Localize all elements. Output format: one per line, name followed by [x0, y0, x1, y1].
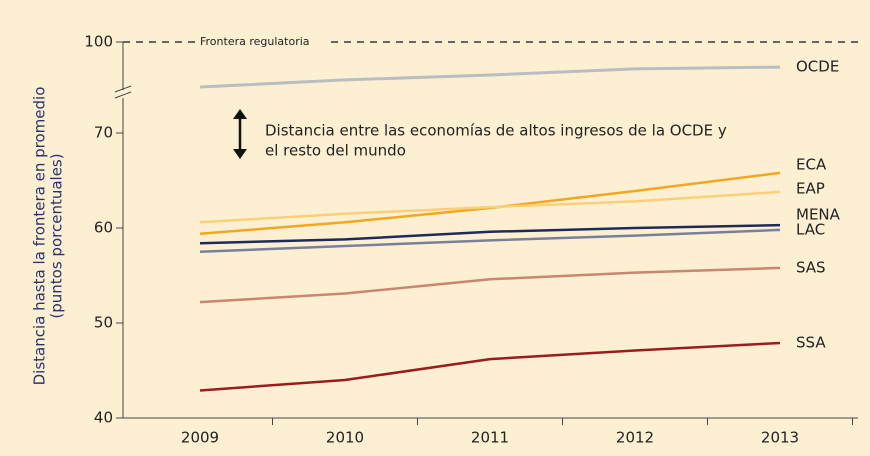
series-label: EAP	[796, 179, 825, 197]
frontier-label-bg	[196, 34, 328, 50]
series-label: OCDE	[796, 58, 839, 76]
series-line	[199, 341, 781, 392]
x-tick-label: 2009	[181, 429, 219, 447]
annotation: Distancia entre las economías de altos i…	[265, 122, 727, 140]
series-line	[199, 223, 781, 245]
x-tick-label: 2012	[616, 429, 654, 447]
y-tick-label: 50	[94, 314, 113, 332]
x-tick-label: 2011	[471, 429, 509, 447]
y-tick-label: 70	[94, 124, 113, 142]
series-label: LAC	[796, 220, 825, 238]
series-line	[199, 65, 781, 89]
annotation-arrowheads	[233, 109, 247, 159]
y-axis-label-line: Distancia hasta la frontera en promedio	[31, 87, 49, 386]
frontier-label: Frontera regulatoria	[200, 35, 310, 48]
series-label: SAS	[796, 258, 826, 276]
series-label: ECA	[796, 155, 827, 173]
series-line	[199, 266, 781, 304]
series-label: SSA	[796, 333, 826, 351]
x-tick-label: 2013	[761, 429, 799, 447]
y-axis-label: Distancia hasta la frontera en promedio …	[31, 87, 66, 386]
series-line	[199, 228, 781, 253]
y-tick-label: 60	[94, 219, 113, 237]
x-tick-label: 2010	[326, 429, 364, 447]
y2-tick-label: 100	[84, 33, 113, 51]
series-line	[199, 190, 781, 224]
series-line	[199, 171, 781, 235]
annotation: el resto del mundo	[265, 142, 406, 160]
y-tick-label: 40	[94, 409, 113, 427]
series-label: MENA	[796, 206, 841, 224]
y-axis-label-line: (puntos porcentuales)	[48, 153, 66, 318]
